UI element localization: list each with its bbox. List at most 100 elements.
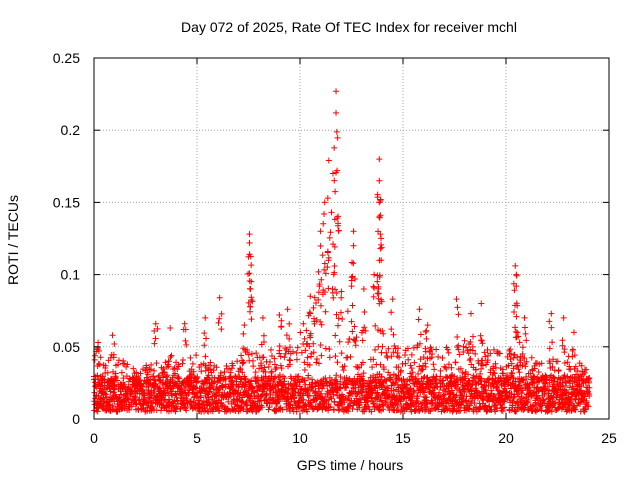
data-point	[124, 361, 131, 368]
data-point	[183, 407, 190, 414]
data-point	[121, 360, 128, 367]
data-point	[556, 376, 563, 383]
data-point	[348, 277, 355, 284]
data-point	[144, 371, 151, 378]
data-point	[333, 311, 340, 318]
data-point	[229, 377, 236, 384]
data-point	[249, 298, 256, 305]
data-point	[422, 363, 429, 370]
data-point	[523, 358, 530, 365]
data-point	[321, 266, 328, 273]
data-point	[374, 290, 381, 297]
data-point	[137, 370, 144, 377]
data-point	[287, 401, 294, 408]
data-point	[349, 328, 356, 335]
data-point	[535, 368, 542, 375]
data-point	[348, 259, 355, 266]
data-point	[187, 354, 194, 361]
data-point	[102, 362, 109, 369]
data-point	[234, 358, 241, 365]
data-point	[142, 399, 149, 406]
data-point	[361, 308, 368, 315]
data-point	[229, 362, 236, 369]
data-point	[253, 350, 260, 357]
chart-title: Day 072 of 2025, Rate Of TEC Index for r…	[181, 19, 517, 35]
data-points	[91, 88, 593, 415]
data-point	[318, 352, 325, 359]
data-point	[338, 350, 345, 357]
data-point	[355, 364, 362, 371]
data-point	[248, 350, 255, 357]
data-point	[113, 407, 120, 414]
data-point	[511, 287, 518, 294]
data-point	[421, 389, 428, 396]
data-point	[471, 400, 478, 407]
data-point	[333, 88, 340, 95]
data-point	[234, 401, 241, 408]
data-point	[325, 285, 332, 292]
data-point	[541, 391, 548, 398]
data-point	[241, 322, 248, 329]
data-point	[277, 353, 284, 360]
data-point	[407, 362, 414, 369]
data-point	[491, 370, 498, 377]
data-point	[315, 360, 322, 367]
data-point	[572, 363, 579, 370]
data-point	[505, 362, 512, 369]
data-point	[371, 284, 378, 291]
data-point	[466, 357, 473, 364]
data-point	[331, 262, 338, 269]
data-point	[328, 395, 335, 402]
data-point	[360, 384, 367, 391]
data-point	[326, 346, 333, 353]
data-point	[551, 378, 558, 385]
data-point	[226, 373, 233, 380]
data-point	[276, 312, 283, 319]
data-point	[363, 403, 370, 410]
data-point	[152, 335, 159, 342]
data-point	[110, 351, 117, 358]
data-point	[546, 345, 553, 352]
data-point	[189, 360, 196, 367]
data-point	[431, 366, 438, 373]
data-point	[301, 367, 308, 374]
data-point	[298, 349, 305, 356]
data-point	[406, 386, 413, 393]
data-point	[315, 296, 322, 303]
data-point	[248, 294, 255, 301]
y-axis-label: ROTI / TECUs	[5, 195, 21, 285]
data-point	[329, 170, 336, 177]
data-point	[304, 354, 311, 361]
data-point	[202, 367, 209, 374]
data-point	[289, 348, 296, 355]
data-point	[569, 353, 576, 360]
data-point	[438, 396, 445, 403]
data-point	[372, 346, 379, 353]
data-point	[207, 401, 214, 408]
data-point	[497, 375, 504, 382]
data-point	[380, 330, 387, 337]
data-point	[258, 365, 265, 372]
data-point	[437, 373, 444, 380]
data-point	[332, 188, 339, 195]
data-point	[279, 406, 286, 413]
data-point	[205, 372, 212, 379]
data-point	[583, 366, 590, 373]
data-point	[478, 337, 485, 344]
data-point	[181, 320, 188, 327]
data-point	[477, 370, 484, 377]
data-point	[501, 404, 508, 411]
data-point	[415, 400, 422, 407]
data-point	[268, 368, 275, 375]
data-point	[167, 354, 174, 361]
data-point	[370, 400, 377, 407]
data-point	[156, 372, 163, 379]
data-point	[146, 365, 153, 372]
data-point	[271, 355, 278, 362]
data-point	[375, 290, 382, 297]
data-point	[276, 405, 283, 412]
data-point	[283, 332, 290, 339]
data-point	[523, 373, 530, 380]
data-point	[349, 405, 356, 412]
data-point	[225, 366, 232, 373]
